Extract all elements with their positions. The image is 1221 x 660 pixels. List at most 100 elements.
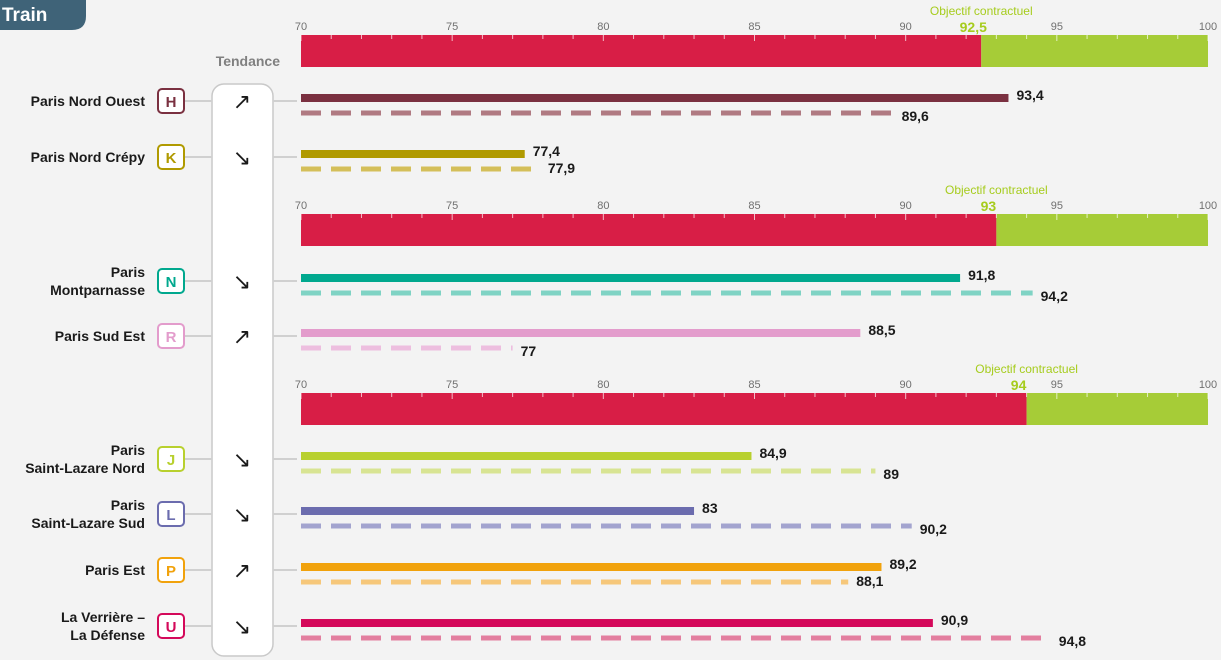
current-value-bar (301, 150, 525, 158)
line-letter: N (166, 274, 177, 291)
tick-label: 85 (748, 200, 760, 212)
tick-label: 85 (748, 379, 760, 391)
current-value-bar (301, 452, 752, 460)
trend-column (211, 83, 274, 657)
current-value-bar (301, 507, 695, 515)
line-letter: L (166, 507, 175, 524)
line-row-k: Paris Nord Crépy K ↘ 77,477,9 (31, 143, 576, 176)
current-value-bar (301, 94, 1009, 102)
trend-arrow-down: ↘ (233, 615, 251, 640)
tick-label: 90 (900, 379, 912, 391)
line-name: Paris (111, 264, 145, 280)
line-row-n: Paris Montparnasse N ↘ 91,8 94,2 (50, 264, 1068, 304)
previous-value-label: 90,2 (920, 521, 947, 537)
current-value-bar (301, 274, 961, 282)
current-value-bar (301, 563, 882, 571)
line-letter: P (166, 563, 176, 580)
line-row-r: Paris Sud Est R ↗ 88,5 77 (55, 322, 896, 359)
tick-label: 100 (1199, 379, 1217, 391)
previous-value-label: 77,9 (548, 160, 575, 176)
current-value-label: 93,4 (1016, 87, 1043, 103)
line-badge (157, 144, 185, 170)
previous-value-label: 88,1 (856, 573, 883, 589)
tick-label: 80 (597, 379, 609, 391)
trend-arrow-down: ↘ (233, 503, 251, 528)
line-letter: R (166, 329, 177, 346)
line-row-u: La Verrière – La Défense U ↘ 90,9 94,8 (61, 609, 1086, 649)
tick-label: 85 (748, 21, 760, 33)
objective-value: 94 (1011, 377, 1027, 393)
current-value-bar (301, 329, 861, 337)
line-name: La Défense (70, 627, 145, 643)
previous-value-label: 89 (883, 466, 899, 482)
tick-label: 80 (597, 200, 609, 212)
line-name: Paris Nord Ouest (31, 93, 146, 109)
line-row-j: Paris Saint-Lazare Nord J ↘ 84,9 89 (25, 442, 899, 482)
line-badge (157, 613, 185, 639)
line-letter: J (167, 452, 175, 469)
trend-arrow-up: ↗ (233, 90, 251, 115)
current-value-label: 89,2 (889, 556, 916, 572)
line-row-p: Paris Est P ↗ 89,2 88,1 (85, 556, 917, 589)
chart-title: Train (2, 5, 47, 26)
trend-header: Tendance (216, 53, 281, 69)
line-badge (157, 501, 185, 527)
line-badge (157, 268, 185, 294)
line-name: Paris Nord Crépy (31, 149, 146, 165)
line-badge (157, 557, 185, 583)
tick-label: 90 (900, 200, 912, 212)
current-value-label: 91,8 (968, 267, 995, 283)
objective-value: 92,5 (960, 19, 987, 35)
line-letter: K (166, 150, 177, 167)
title-badge-shape (0, 0, 86, 30)
line-name: Paris Sud Est (55, 328, 146, 344)
objective-bar-below (301, 214, 997, 246)
tick-label: 70 (295, 379, 307, 391)
line-letter: H (166, 94, 177, 111)
tick-label: 75 (446, 379, 458, 391)
tick-label: 75 (446, 200, 458, 212)
trend-arrow-down: ↘ (233, 270, 251, 295)
line-badge (157, 323, 185, 349)
objective-value: 93 (981, 198, 997, 214)
line-name: Montparnasse (50, 282, 145, 298)
line-name: Paris (111, 442, 145, 458)
previous-value-label: 94,8 (1059, 633, 1086, 649)
trend-arrow-down: ↘ (233, 146, 251, 171)
current-value-label: 77,4 (533, 143, 560, 159)
objective-bar-above (996, 214, 1208, 246)
tick-label: 75 (446, 21, 458, 33)
current-value-label: 83 (702, 500, 718, 516)
current-value-bar (301, 619, 933, 627)
trend-arrow-up: ↗ (233, 325, 251, 350)
objective-bar-above (981, 35, 1208, 67)
line-badge (157, 446, 185, 472)
previous-value-label: 94,2 (1041, 288, 1068, 304)
current-value-label: 84,9 (759, 445, 786, 461)
line-badge (157, 88, 185, 114)
line-name: Paris Est (85, 562, 145, 578)
objective-bar-above (1026, 393, 1208, 425)
tick-label: 95 (1051, 200, 1063, 212)
tick-label: 80 (597, 21, 609, 33)
previous-value-label: 77 (521, 343, 537, 359)
current-value-label: 90,9 (941, 612, 968, 628)
line-letter: U (166, 619, 177, 636)
line-row-h: Paris Nord Ouest H ↗ 93,4 89,6 (31, 87, 1044, 124)
objective-label: Objectif contractuel (930, 4, 1033, 18)
tick-label: 95 (1051, 21, 1063, 33)
trend-arrow-down: ↘ (233, 448, 251, 473)
objective-label: Objectif contractuel (945, 183, 1048, 197)
title-badge: Train (0, 0, 86, 30)
line-name: La Verrière – (61, 609, 145, 625)
previous-value-label: 89,6 (902, 108, 929, 124)
tick-label: 70 (295, 21, 307, 33)
objective-label: Objectif contractuel (975, 362, 1078, 376)
tick-label: 95 (1051, 379, 1063, 391)
tick-label: 90 (900, 21, 912, 33)
objective-bar-below (301, 35, 982, 67)
